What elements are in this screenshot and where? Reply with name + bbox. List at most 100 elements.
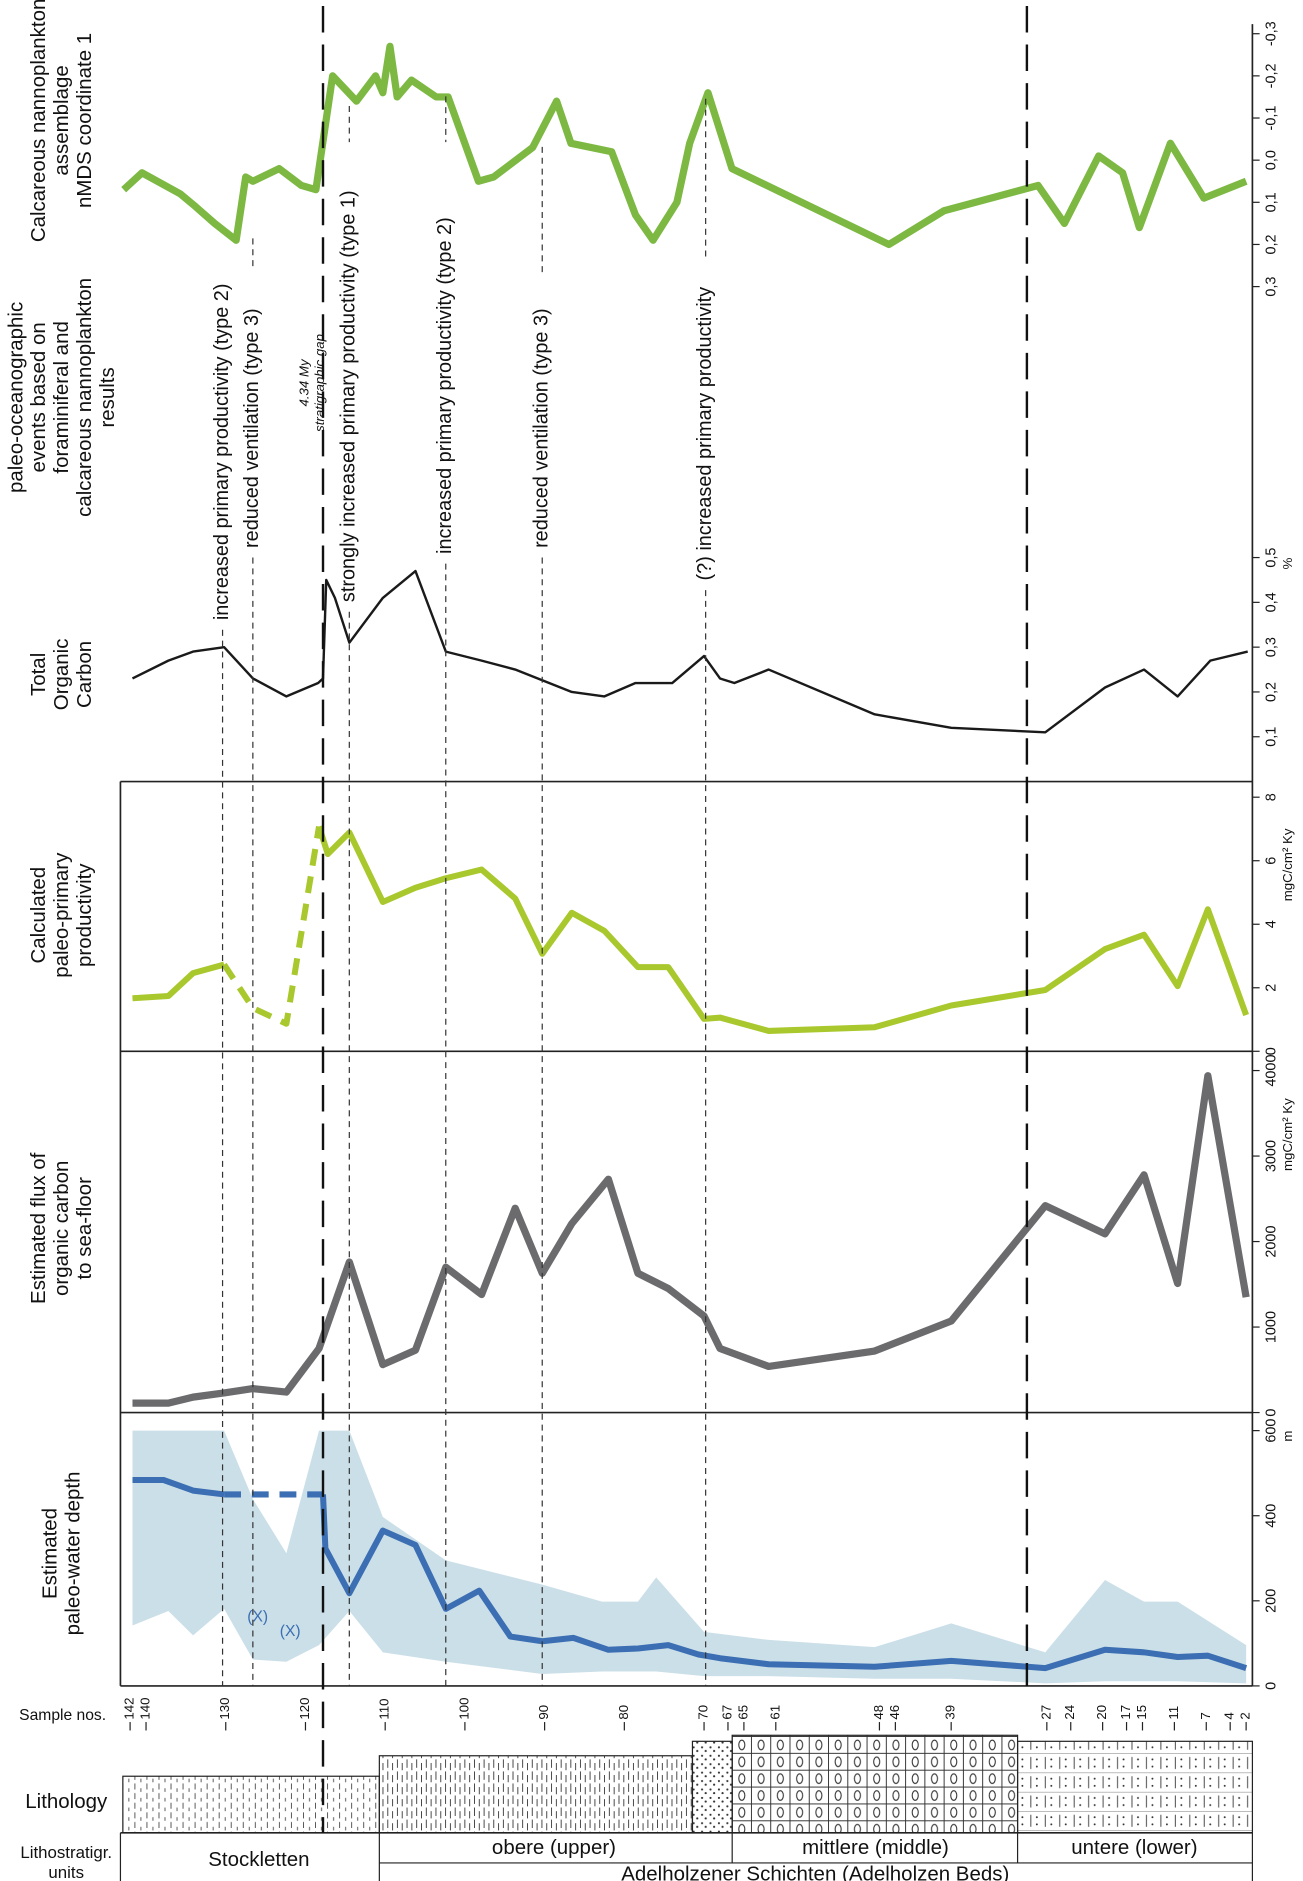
panel-title: calcareous nannoplankton [73, 278, 96, 517]
x-tick-label: 46 [887, 1705, 902, 1720]
y-tick-label: 6 [1263, 857, 1279, 865]
sample-axis-label: Sample nos. [19, 1707, 106, 1724]
y-tick-label: 0 [1263, 1682, 1279, 1690]
y-tick-label: 0,1 [1263, 727, 1279, 747]
gap-label: stratigraphic gap [312, 334, 327, 432]
y-tick-label: 0,1 [1263, 192, 1279, 212]
x-tick-label: 39 [943, 1705, 958, 1720]
y-unit: % [1280, 557, 1295, 569]
event-label: reduced ventilation (type 3) [241, 308, 263, 548]
x-tick-label: 27 [1038, 1705, 1053, 1720]
y-tick-label: 0,3 [1263, 277, 1279, 297]
data-line [132, 961, 225, 1002]
gap-label: 4.34 My [296, 358, 311, 406]
x-tick-label: 100 [456, 1698, 471, 1720]
x-tick-label: 15 [1134, 1705, 1149, 1720]
y-tick-label: 0,4 [1263, 592, 1279, 612]
units-label: Lithostratigr. [20, 1843, 112, 1862]
panel-title: to sea-floor [73, 1177, 96, 1280]
group-name: Adelholzener Schichten (Adelholzen Beds) [621, 1862, 1009, 1881]
annotation: (X) [280, 1623, 301, 1640]
x-tick-label: 120 [297, 1698, 312, 1720]
x-tick-label: 11 [1166, 1706, 1181, 1720]
data-line [221, 825, 322, 1027]
event-label: strongly increased primary productivity … [338, 190, 360, 602]
y-tick-label: 0,2 [1263, 682, 1279, 702]
y-tick-label: 2000 [1263, 1225, 1279, 1257]
data-line [319, 1494, 1248, 1672]
units-label: units [48, 1863, 84, 1881]
unit-name: obere (upper) [492, 1836, 616, 1859]
panel-title: events based on [27, 322, 50, 472]
x-tick-label: 110 [377, 1699, 392, 1720]
x-tick-label: 61 [767, 1705, 782, 1720]
x-tick-label: 48 [871, 1705, 886, 1720]
axes [119, 24, 1254, 1687]
panel-title: productivity [73, 863, 96, 967]
unit-name: Stockletten [208, 1848, 309, 1871]
y-tick-label: 600 [1263, 1419, 1279, 1443]
panel-title: Organic [50, 639, 73, 711]
annotation: (X) [247, 1608, 268, 1625]
x-tick-label: 2 [1238, 1712, 1253, 1719]
y-tick-label: -0,1 [1263, 106, 1279, 131]
panel-title: assemblage [50, 65, 73, 175]
panel-title: Estimated flux of [27, 1152, 50, 1304]
x-tick-label: 65 [735, 1705, 750, 1720]
y-tick-label: 3000 [1263, 1140, 1279, 1172]
x-tick-label: 130 [217, 1698, 232, 1720]
panel-title: Total [27, 653, 50, 696]
y-unit: m [1280, 1431, 1295, 1442]
panel-title: foraminiferal and [50, 321, 73, 473]
x-tick-label: 24 [1062, 1705, 1077, 1720]
y-tick-label: 1000 [1263, 1311, 1279, 1343]
x-tick-label: 67 [719, 1705, 734, 1720]
panel-title: paleo-primary [50, 852, 73, 978]
y-unit: mgC/cm² Ky [1280, 828, 1295, 901]
x-tick-label: 17 [1118, 1705, 1133, 1720]
y-tick-label: -0,2 [1263, 63, 1279, 88]
lithology-label: Lithology [25, 1790, 108, 1813]
y-tick-label: 200 [1263, 1589, 1279, 1613]
depth-range-band [132, 1430, 1247, 1684]
event-label: (?) increased primary productivity [694, 287, 716, 581]
y-tick-label: -0,3 [1263, 21, 1279, 46]
event-label: reduced ventilation (type 3) [530, 308, 552, 548]
data-line [131, 569, 1248, 734]
panel-title: Calculated [27, 867, 50, 964]
y-tick-label: 2 [1263, 984, 1279, 992]
y-tick-label: 400 [1263, 1504, 1279, 1528]
panel-title: organic carbon [50, 1161, 73, 1296]
data-line [121, 42, 1248, 249]
x-tick-label: 70 [696, 1705, 711, 1720]
panel-title: nMDS coordinate 1 [73, 33, 96, 208]
panel-title: Calcareous nannoplankton [27, 0, 50, 242]
event-label: increased primary productivity (type 2) [211, 284, 233, 621]
data-line [132, 1476, 225, 1498]
panel-title: Estimated [39, 1508, 62, 1599]
panel-title: paleo-water depth [61, 1472, 84, 1636]
y-tick-label: 4 [1263, 920, 1279, 928]
y-tick-label: 0 [1263, 1047, 1279, 1055]
x-tick-label: 142 [122, 1698, 137, 1720]
x-tick-label: 90 [536, 1705, 551, 1720]
x-tick-label: 80 [616, 1705, 631, 1720]
y-tick-label: 0,2 [1263, 234, 1279, 254]
y-tick-label: 8 [1263, 793, 1279, 801]
data-line [132, 1072, 1250, 1407]
panel-title: paleo-oceanographic [4, 302, 27, 493]
y-tick-label: 4000 [1263, 1054, 1279, 1086]
y-unit: mgC/cm² Ky [1280, 1098, 1295, 1171]
event-label: increased primary productivity (type 2) [434, 217, 456, 554]
y-tick-label: 0,3 [1263, 637, 1279, 657]
y-tick-label: 0,0 [1263, 150, 1279, 170]
unit-name: untere (lower) [1071, 1836, 1197, 1859]
panel-title: Carbon [73, 641, 96, 708]
y-tick-label: 0,5 [1263, 548, 1279, 568]
data-line [316, 825, 1249, 1034]
unit-name: mittlere (middle) [802, 1836, 949, 1859]
panel-title: results [96, 367, 119, 427]
lithology-column [119, 1734, 1254, 1881]
x-tick-label: 20 [1094, 1705, 1109, 1720]
